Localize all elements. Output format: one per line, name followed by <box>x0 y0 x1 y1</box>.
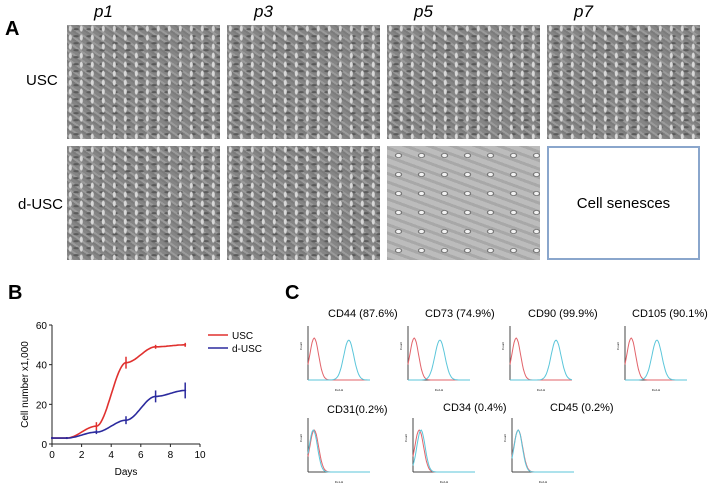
micrograph-usc-p5 <box>387 25 540 139</box>
column-label-p3: p3 <box>254 2 273 21</box>
marker-title: CD44 (87.6%) <box>328 308 398 320</box>
y-tick-label: 0 <box>41 440 47 451</box>
histogram-curve <box>509 337 572 381</box>
panel-a-label: A <box>5 18 20 40</box>
flow-histograms: CD44 (87.6%) Count FL2-H CD73 (74.9%) Count F… <box>300 308 708 484</box>
data-point <box>125 419 127 422</box>
histogram-curve <box>511 429 574 473</box>
column-label-p1: p1 <box>94 2 113 21</box>
marker-title: CD31(0.2%) <box>327 404 388 416</box>
hist-x-label: FL2-H <box>539 480 547 484</box>
hist-y-label: Count <box>503 434 507 442</box>
marker-title: CD34 (0.4%) <box>443 402 507 414</box>
x-tick-label: 8 <box>168 450 174 461</box>
histogram-curve <box>307 337 370 381</box>
histogram-curve <box>412 429 475 473</box>
histogram-curve <box>307 429 370 473</box>
data-point <box>154 395 157 398</box>
hist-y-label: Count <box>404 434 408 442</box>
hist-y-label: Count <box>616 342 620 350</box>
hist-x-label: FL1-H <box>335 480 343 484</box>
hist-x-label: FL2-H <box>435 388 443 392</box>
micrograph-dusc-p5 <box>387 146 540 260</box>
histogram-curve <box>625 339 687 381</box>
data-point <box>95 425 98 428</box>
marker-title: CD45 (0.2%) <box>550 402 614 414</box>
histogram-curve <box>510 339 573 381</box>
data-point <box>154 345 157 348</box>
data-point <box>184 389 187 392</box>
micrograph-dusc-p3 <box>227 146 380 260</box>
data-point <box>95 431 98 434</box>
x-tick-label: 6 <box>138 450 144 461</box>
senescence-box: Cell senesces <box>547 146 700 260</box>
marker-title: CD90 (99.9%) <box>528 308 598 320</box>
x-tick-label: 4 <box>108 450 114 461</box>
data-point <box>184 343 187 346</box>
histogram-curve <box>408 339 470 381</box>
hist-x-label: FL2-H <box>537 388 545 392</box>
data-point <box>51 437 53 440</box>
legend-label: USC <box>232 331 253 342</box>
x-tick-label: 10 <box>194 450 206 461</box>
histogram-curve <box>307 429 370 473</box>
micrograph-usc-p7 <box>547 25 700 139</box>
micrograph-usc-p1 <box>67 25 220 139</box>
hist-y-label: Count <box>300 342 303 350</box>
histogram-curve <box>308 339 370 381</box>
marker-title: CD105 (90.1%) <box>632 308 708 320</box>
histogram-curve <box>412 429 475 473</box>
histogram-curve <box>407 337 470 381</box>
y-tick-label: 60 <box>36 321 48 332</box>
x-tick-label: 0 <box>49 450 55 461</box>
growth-chart: 0 2 4 6 8 10 0 20 40 60 Days Cell number x1,000 USC d… <box>20 321 262 478</box>
hist-x-label: FL2-H <box>335 388 343 392</box>
marker-title: CD73 (74.9%) <box>425 308 495 320</box>
hist-x-label: FL2-H <box>440 480 448 484</box>
histogram-curve <box>511 429 574 473</box>
row-label-d-usc: d-USC <box>18 196 64 213</box>
column-label-p5: p5 <box>414 2 433 21</box>
data-point <box>125 361 127 364</box>
x-axis-title: Days <box>115 467 138 478</box>
hist-y-label: Count <box>300 434 303 442</box>
row-label-usc: USC <box>26 72 58 89</box>
panel-c-label: C <box>285 282 300 304</box>
micrograph-dusc-p1 <box>67 146 220 260</box>
hist-y-label: Count <box>501 342 505 350</box>
legend-label: d-USC <box>232 344 262 355</box>
micrograph-usc-p3 <box>227 25 380 139</box>
column-label-p7: p7 <box>574 2 593 21</box>
series-line-USC <box>52 344 186 439</box>
senescence-text: Cell senesces <box>576 194 671 212</box>
y-tick-label: 20 <box>36 400 48 411</box>
x-tick-label: 2 <box>79 450 85 461</box>
histogram-curve <box>624 337 687 381</box>
data-point <box>65 437 68 440</box>
y-axis-title: Cell number x1,000 <box>20 341 31 428</box>
series-line-d-USC <box>52 389 186 439</box>
hist-y-label: Count <box>399 342 403 350</box>
panel-b-label: B <box>8 282 23 304</box>
hist-x-label: FL2-H <box>652 388 660 392</box>
y-tick-label: 40 <box>36 361 48 372</box>
